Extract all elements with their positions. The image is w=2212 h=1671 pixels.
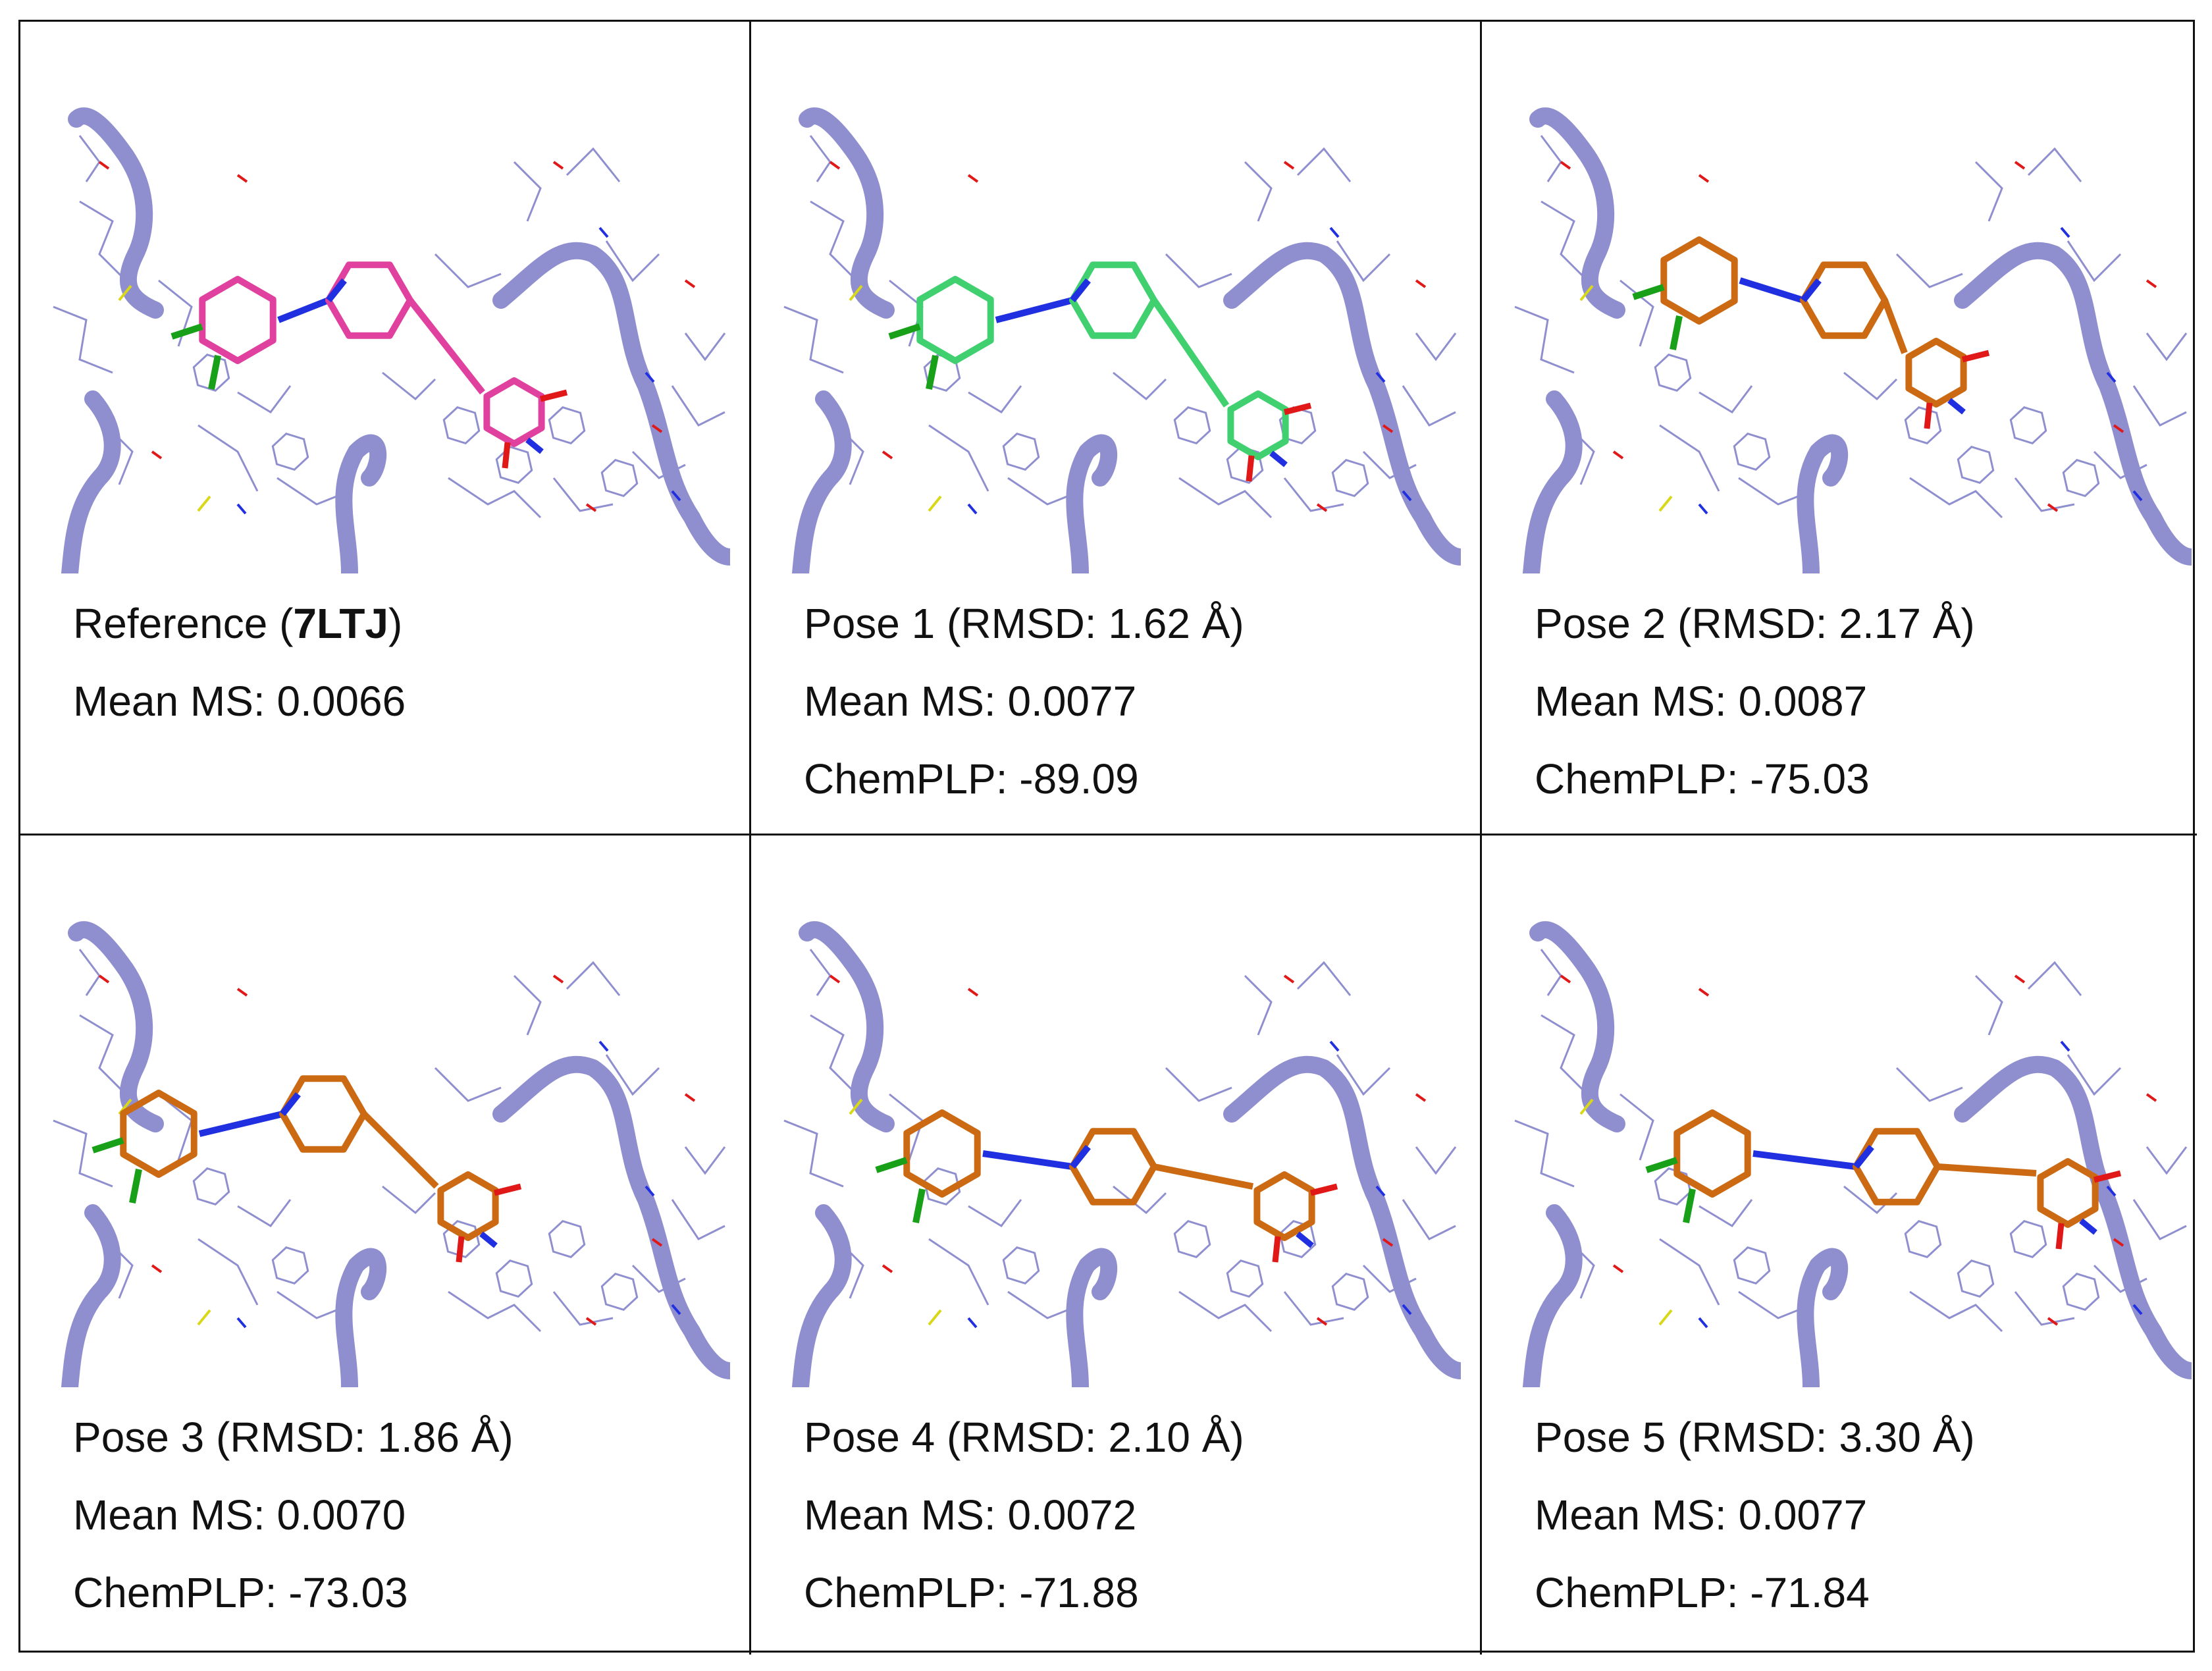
aryl-ring [1673,1109,1751,1198]
mean-ms: Mean MS: 0.0077 [1535,1491,1868,1539]
mean-ms: Mean MS: 0.0087 [1535,677,1868,725]
docking-render [1502,83,2192,573]
uracil-ring [1905,338,1967,408]
panel-title: Pose 5 (RMSD: 3.30 Å) [1535,1414,1975,1461]
docking-render [771,897,1461,1387]
panel-pose-2: Pose 2 (RMSD: 2.17 Å) Mean MS: 0.0087 Ch… [1482,22,2197,836]
mean-ms: Mean MS: 0.0072 [804,1491,1137,1539]
chemplp-score: ChemPLP: -71.88 [804,1569,1139,1616]
docking-render [40,897,730,1387]
piperazine-ring [1069,1128,1157,1206]
piperazine-ring [279,1075,367,1153]
uracil-ring [1227,390,1289,460]
piperazine-ring [1853,1128,1941,1206]
panel-title: Pose 4 (RMSD: 2.10 Å) [804,1414,1244,1461]
pdb-code: 7LTJ [293,600,388,647]
aryl-ring [120,1090,198,1178]
chemplp-score: ChemPLP: -75.03 [1535,755,1870,803]
caption: Pose 4 (RMSD: 2.10 Å) Mean MS: 0.0072 Ch… [804,1398,1244,1631]
panel-title: Pose 1 (RMSD: 1.62 Å) [804,600,1244,647]
caption: Pose 2 (RMSD: 2.17 Å) Mean MS: 0.0087 Ch… [1535,585,1975,818]
chemplp-score: ChemPLP: -71.84 [1535,1569,1870,1616]
piperazine-ring [1069,261,1157,339]
uracil-ring [2037,1158,2099,1228]
protein-backbone [1514,107,2192,573]
piperazine-ring [1800,261,1888,339]
caption: Reference (7LTJ) Mean MS: 0.0066 [73,585,406,740]
ligand-pose [1632,236,1990,429]
piperazine-ring [325,261,413,339]
ligand-pose [875,1109,1338,1263]
panel-pose-1: Pose 1 (RMSD: 1.62 Å) Mean MS: 0.0077 Ch… [751,22,1482,836]
ligand-pose [888,261,1312,482]
panel-title: Reference (7LTJ) [73,600,403,647]
caption: Pose 5 (RMSD: 3.30 Å) Mean MS: 0.0077 Ch… [1535,1398,1975,1631]
protein-backbone [53,921,730,1387]
chemplp-score: ChemPLP: -89.09 [804,755,1139,803]
aryl-ring [1660,236,1738,325]
panel-pose-4: Pose 4 (RMSD: 2.10 Å) Mean MS: 0.0072 Ch… [751,836,1482,1655]
chemplp-score: ChemPLP: -73.03 [73,1569,408,1616]
aryl-ring [903,1109,981,1198]
aryl-ring [916,276,994,364]
panel-pose-5: Pose 5 (RMSD: 3.30 Å) Mean MS: 0.0077 Ch… [1482,836,2197,1655]
docking-render [1502,897,2192,1387]
aryl-ring [199,276,276,364]
caption: Pose 1 (RMSD: 1.62 Å) Mean MS: 0.0077 Ch… [804,585,1244,818]
protein-backbone [53,107,730,573]
ligand-pose [171,261,568,469]
protein-backbone [783,107,1461,573]
protein-backbone [783,921,1461,1387]
panel-title: Pose 2 (RMSD: 2.17 Å) [1535,600,1975,647]
docking-render [771,83,1461,573]
panel-pose-3: Pose 3 (RMSD: 1.86 Å) Mean MS: 0.0070 Ch… [20,836,751,1655]
pose-comparison-grid: Reference (7LTJ) Mean MS: 0.0066 Pose 1 … [18,20,2197,1655]
uracil-ring [437,1171,499,1241]
mean-ms: Mean MS: 0.0070 [73,1491,406,1539]
uracil-ring [483,377,545,447]
panel-title: Pose 3 (RMSD: 1.86 Å) [73,1414,514,1461]
docking-render [40,83,730,573]
panel-reference: Reference (7LTJ) Mean MS: 0.0066 [20,22,751,836]
caption: Pose 3 (RMSD: 1.86 Å) Mean MS: 0.0070 Ch… [73,1398,514,1631]
mean-ms: Mean MS: 0.0077 [804,677,1137,725]
mean-ms: Mean MS: 0.0066 [73,677,406,725]
protein-backbone [1514,921,2192,1387]
ligand-pose [1645,1109,2122,1250]
ligand-pose [92,1075,522,1263]
